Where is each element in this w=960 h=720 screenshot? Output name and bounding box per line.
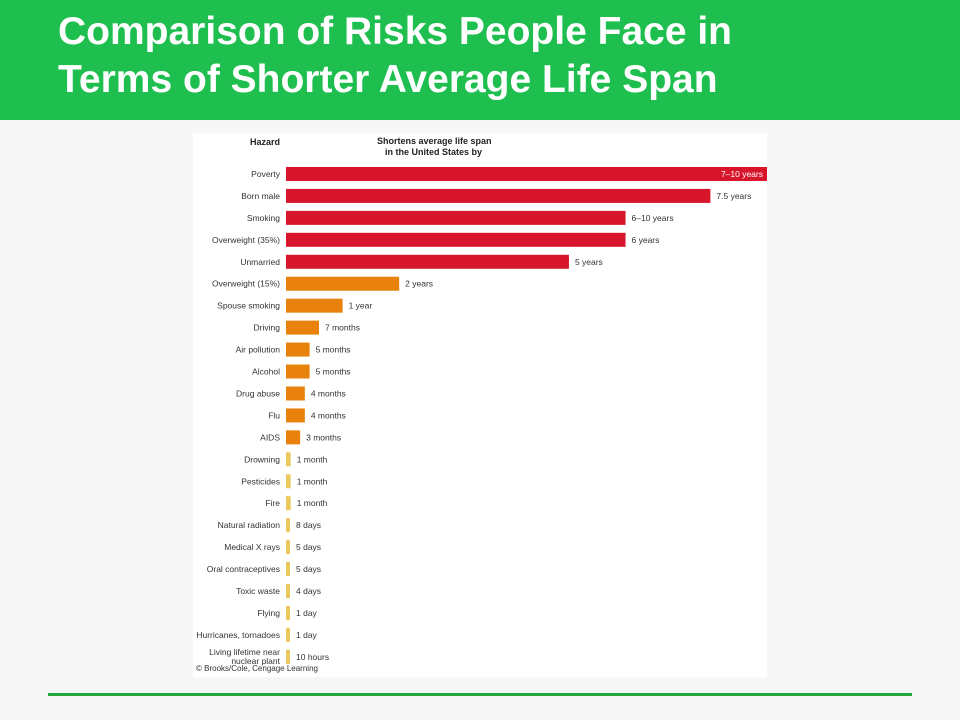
value-label-air-pollution: 5 months bbox=[316, 345, 351, 355]
bar-toxic-waste bbox=[286, 584, 290, 599]
hazard-label-spouse-smoking: Spouse smoking bbox=[217, 301, 280, 311]
bar-alcohol bbox=[286, 364, 310, 379]
value-label-medical-x-rays: 5 days bbox=[296, 542, 321, 552]
value-label-natural-radiation: 8 days bbox=[296, 520, 321, 530]
value-label-flu: 4 months bbox=[311, 410, 346, 420]
bar-air-pollution bbox=[286, 342, 310, 357]
bar-group: Poverty 7–10 years Born male 7.5 years Smoki… bbox=[196, 166, 767, 666]
hazard-label-medical-x-rays: Medical X rays bbox=[224, 542, 280, 552]
value-label-toxic-waste: 4 days bbox=[296, 586, 321, 596]
value-label-poverty: 7–10 years bbox=[721, 169, 763, 179]
value-label-drowning: 1 month bbox=[297, 454, 328, 464]
bar-driving bbox=[286, 320, 319, 335]
life-span-bar-chart: Hazard Shortens average life span in the… bbox=[196, 136, 767, 673]
value-label-hurricanes-tornadoes: 1 day bbox=[296, 630, 318, 640]
bar-spouse-smoking bbox=[286, 298, 343, 313]
value-label-smoking: 6–10 years bbox=[632, 213, 674, 223]
value-label-alcohol: 5 months bbox=[316, 367, 351, 377]
bottom-divider bbox=[48, 693, 912, 696]
hazard-label-living-lifetime-near-nuclear-plant: Living lifetime near nuclear plant bbox=[209, 647, 281, 666]
hazard-label-natural-radiation: Natural radiation bbox=[218, 520, 281, 530]
hazard-column-header: Hazard bbox=[250, 137, 280, 147]
value-label-spouse-smoking: 1 year bbox=[349, 301, 373, 311]
hazard-label-drowning: Drowning bbox=[244, 454, 280, 464]
value-label-living-lifetime-near-nuclear-plant: 10 hours bbox=[296, 652, 329, 662]
bar-born-male bbox=[286, 188, 711, 203]
bar-overweight-35 bbox=[286, 232, 626, 247]
hazard-label-hurricanes-tornadoes: Hurricanes, tornadoes bbox=[196, 630, 280, 640]
bar-fire bbox=[286, 496, 291, 511]
bar-oral-contraceptives bbox=[286, 562, 290, 577]
value-label-pesticides: 1 month bbox=[297, 476, 328, 486]
slide-title-line-2: Terms of Shorter Average Life Span bbox=[58, 58, 718, 101]
bar-overweight-15 bbox=[286, 276, 400, 291]
title-bar: Comparison of Risks People Face in Terms… bbox=[0, 0, 960, 120]
value-label-drug-abuse: 4 months bbox=[311, 388, 346, 398]
hazard-label-oral-contraceptives: Oral contraceptives bbox=[207, 564, 280, 574]
hazard-label-unmarried: Unmarried bbox=[240, 257, 280, 267]
chart-figure: Hazard Shortens average life span in the… bbox=[193, 133, 767, 677]
value-label-born-male: 7.5 years bbox=[716, 191, 751, 201]
bar-flying bbox=[286, 605, 290, 620]
hazard-label-driving: Driving bbox=[254, 323, 281, 333]
value-label-fire: 1 month bbox=[297, 498, 328, 508]
bar-medical-x-rays bbox=[286, 540, 290, 555]
hazard-label-flying: Flying bbox=[257, 608, 280, 618]
hazard-label-alcohol: Alcohol bbox=[252, 367, 280, 377]
bar-unmarried bbox=[286, 254, 569, 269]
hazard-label-pesticides: Pesticides bbox=[241, 476, 280, 486]
hazard-label-fire: Fire bbox=[265, 498, 280, 508]
value-label-driving: 7 months bbox=[325, 323, 360, 333]
hazard-label-poverty: Poverty bbox=[251, 169, 281, 179]
bar-flu bbox=[286, 408, 305, 423]
bar-drowning bbox=[286, 452, 291, 467]
bar-aids bbox=[286, 430, 301, 445]
value-label-oral-contraceptives: 5 days bbox=[296, 564, 321, 574]
bar-drug-abuse bbox=[286, 386, 305, 401]
bar-natural-radiation bbox=[286, 518, 290, 533]
bar-pesticides bbox=[286, 474, 291, 489]
slide-title: Comparison of Risks People Face in Terms… bbox=[58, 8, 938, 104]
bar-living-lifetime-near-nuclear-plant bbox=[286, 649, 290, 664]
hazard-label-drug-abuse: Drug abuse bbox=[236, 388, 280, 398]
value-label-overweight-15: 2 years bbox=[405, 279, 433, 289]
hazard-label-overweight-35: Overweight (35%) bbox=[212, 235, 280, 245]
hazard-label-overweight-15: Overweight (15%) bbox=[212, 279, 280, 289]
value-column-header-line-1: Shortens average life span bbox=[377, 136, 492, 146]
hazard-label-toxic-waste: Toxic waste bbox=[236, 586, 280, 596]
bar-smoking bbox=[286, 210, 626, 225]
bar-hurricanes-tornadoes bbox=[286, 627, 290, 642]
value-label-aids: 3 months bbox=[306, 432, 341, 442]
image-credit: © Brooks/Cole, Cengage Learning bbox=[196, 664, 318, 673]
value-label-overweight-35: 6 years bbox=[632, 235, 660, 245]
hazard-label-aids: AIDS bbox=[260, 432, 280, 442]
slide-title-line-1: Comparison of Risks People Face in bbox=[58, 10, 733, 53]
value-label-flying: 1 day bbox=[296, 608, 318, 618]
hazard-label-born-male: Born male bbox=[241, 191, 280, 201]
hazard-label-flu: Flu bbox=[268, 410, 280, 420]
bar-poverty bbox=[286, 166, 767, 181]
hazard-label-smoking: Smoking bbox=[247, 213, 280, 223]
value-label-unmarried: 5 years bbox=[575, 257, 603, 267]
hazard-label-air-pollution: Air pollution bbox=[236, 345, 281, 355]
value-column-header-line-2: in the United States by bbox=[385, 147, 482, 157]
